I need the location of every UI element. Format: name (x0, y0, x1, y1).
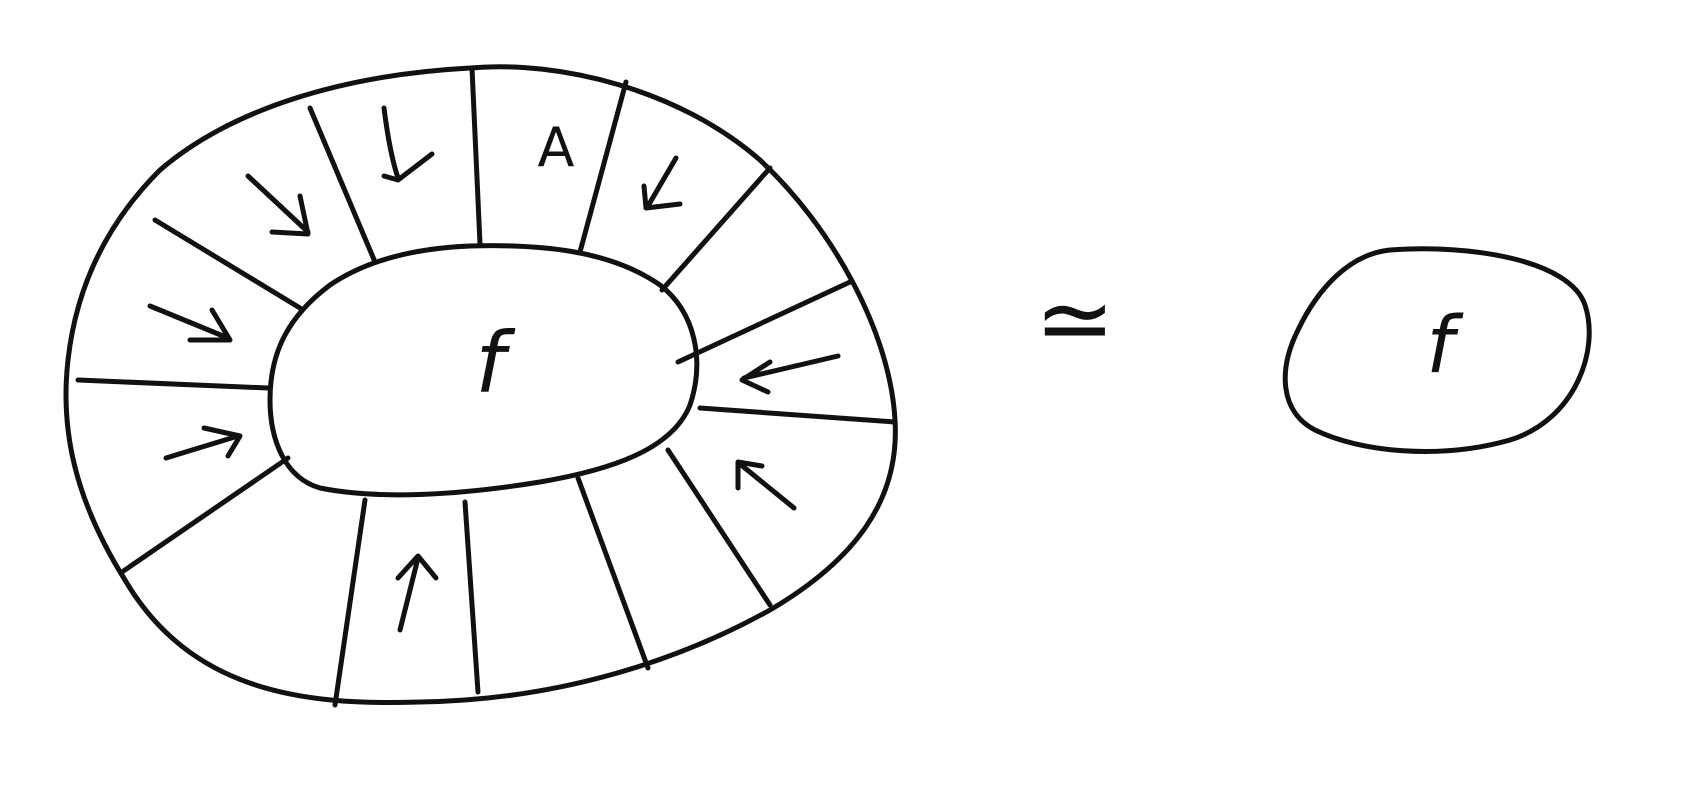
divider-2 (307, 105, 378, 265)
divider-13 (577, 79, 629, 255)
arrow-icon-7 (739, 353, 841, 395)
outer-boundary (63, 64, 898, 706)
divider-8 (575, 475, 651, 671)
divider-1 (469, 65, 483, 247)
cell-label-a: A (538, 116, 575, 179)
arrow-icon-8 (641, 155, 683, 211)
divider-10 (697, 405, 898, 425)
inner-label-f: f (475, 314, 516, 412)
divider-6 (332, 497, 368, 708)
divider-5 (119, 455, 291, 575)
divider-3 (152, 217, 303, 311)
divider-4 (75, 377, 271, 391)
divider-7 (462, 499, 481, 695)
divider-11 (675, 279, 853, 365)
arrow-icon-3 (147, 303, 233, 343)
arrow-icon-6 (735, 459, 797, 511)
right-label-f: f (1426, 301, 1464, 391)
right-region (1282, 246, 1592, 454)
arrow-icon-4 (163, 425, 243, 461)
divider-9 (665, 447, 773, 608)
arrow-icon-1 (381, 105, 435, 183)
divider-12 (659, 165, 773, 293)
inner-region (267, 243, 700, 498)
arrow-icon-5 (395, 553, 439, 633)
arrow-icon-2 (245, 173, 311, 237)
relation-symbol: ≃ (1035, 263, 1115, 375)
